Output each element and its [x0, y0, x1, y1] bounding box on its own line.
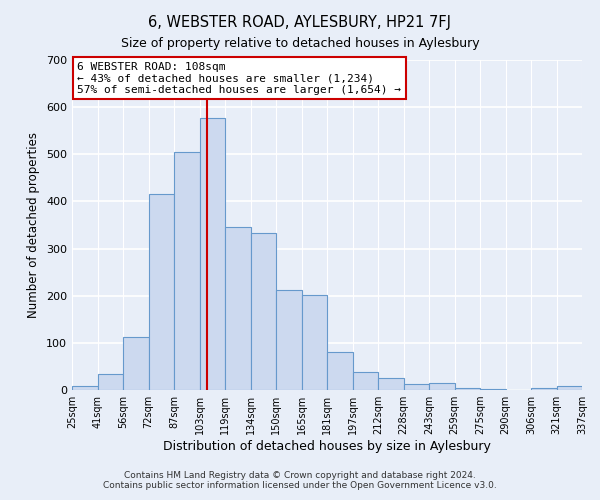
- Bar: [72, 386, 97, 390]
- Bar: [531, 388, 557, 390]
- X-axis label: Distribution of detached houses by size in Aylesbury: Distribution of detached houses by size …: [163, 440, 491, 453]
- Bar: [378, 378, 404, 390]
- Bar: [123, 337, 149, 390]
- Bar: [353, 372, 378, 390]
- Bar: [302, 295, 327, 390]
- Bar: [404, 384, 429, 390]
- Bar: [327, 352, 353, 390]
- Bar: [480, 389, 505, 390]
- Bar: [149, 194, 174, 390]
- Text: Size of property relative to detached houses in Aylesbury: Size of property relative to detached ho…: [121, 38, 479, 51]
- Bar: [225, 228, 251, 390]
- Text: 6 WEBSTER ROAD: 108sqm
← 43% of detached houses are smaller (1,234)
57% of semi-: 6 WEBSTER ROAD: 108sqm ← 43% of detached…: [77, 62, 401, 95]
- Bar: [276, 290, 302, 390]
- Bar: [174, 152, 199, 390]
- Bar: [455, 388, 480, 390]
- Bar: [97, 374, 123, 390]
- Bar: [429, 383, 455, 390]
- Bar: [199, 118, 225, 390]
- Bar: [251, 233, 276, 390]
- Text: 6, WEBSTER ROAD, AYLESBURY, HP21 7FJ: 6, WEBSTER ROAD, AYLESBURY, HP21 7FJ: [149, 15, 452, 30]
- Bar: [557, 386, 582, 390]
- Y-axis label: Number of detached properties: Number of detached properties: [28, 132, 40, 318]
- Text: Contains HM Land Registry data © Crown copyright and database right 2024.
Contai: Contains HM Land Registry data © Crown c…: [103, 470, 497, 490]
